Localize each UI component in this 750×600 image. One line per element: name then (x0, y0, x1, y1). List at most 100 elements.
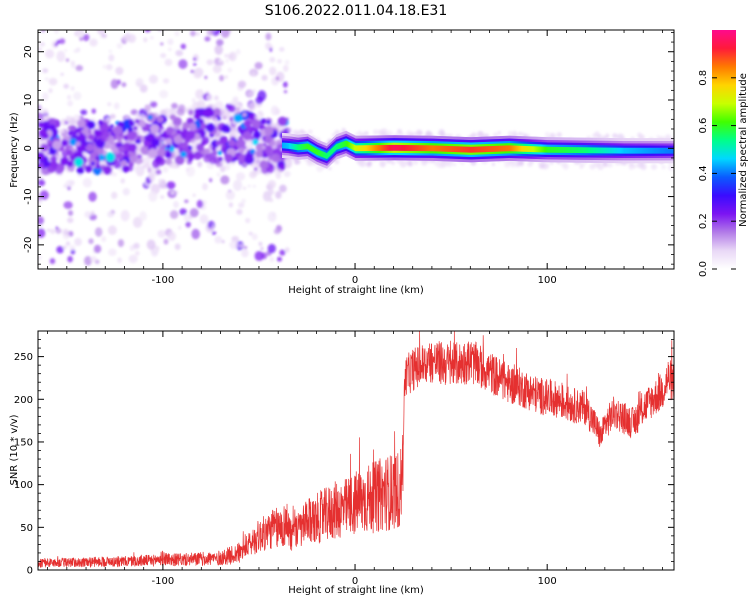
spectrogram-blob (249, 114, 255, 120)
spectrogram-ridge-cell (561, 147, 563, 153)
spectrogram-blob (46, 228, 51, 232)
spectrogram-blob (245, 217, 251, 224)
snr-ytick-label: 0 (27, 566, 33, 577)
spectrogram-ridge-cell (414, 145, 416, 151)
spectrogram-ridge-cell (487, 146, 489, 152)
spectrogram-ridge-cell (282, 142, 284, 149)
spectrogram-ridge-cell (392, 144, 394, 151)
spectrogram-ridge-cell (355, 145, 357, 152)
spectrogram-ridge-cell (435, 145, 438, 152)
spectrogram-halo (537, 161, 542, 166)
spectrogram-blob (59, 128, 65, 134)
spectrogram-halo (612, 133, 618, 139)
spectrogram-ridge-cell (350, 142, 352, 149)
spectrogram-ridge-cell (332, 146, 335, 153)
spectrogram-blob (154, 155, 163, 164)
spectrogram-ridge-cell (461, 146, 464, 153)
spectrogram-ridge-cell (335, 143, 338, 150)
spectrogram-halo (316, 165, 324, 173)
spectrogram-halo (413, 159, 419, 165)
spectrogram-blob (107, 102, 112, 107)
spectrogram-blob (90, 210, 95, 216)
spectrogram-ridge-cell (663, 147, 665, 154)
spectrogram-ridge-cell (509, 145, 512, 152)
spectrogram-ridge-cell (506, 145, 509, 152)
spectrogram-ridge-cell (533, 146, 536, 153)
snr-ytick-label: 50 (20, 523, 33, 534)
spectrogram-blob (171, 102, 178, 110)
spectrogram-ridge-cell (562, 147, 564, 153)
spectrogram-blob (279, 164, 286, 171)
spectrogram-halo (477, 130, 484, 138)
spectrogram-ridge-cell (466, 146, 468, 153)
spectrogram-blob (282, 81, 288, 88)
spectrogram-blob (168, 164, 172, 168)
spectrogram-blob (190, 30, 196, 37)
spectrogram-blob (106, 117, 112, 122)
spectrogram-blob (189, 208, 199, 218)
spectrogram-blob (40, 143, 49, 152)
spectrogram-blob (98, 154, 105, 162)
spectrogram-blob (95, 163, 101, 169)
spectrogram-blob (251, 233, 258, 241)
spectrogram-blob (212, 16, 219, 24)
spectrogram-blob (264, 197, 269, 201)
spectrogram-ridge-cell (361, 145, 364, 152)
spectrogram-ridge-cell (423, 145, 425, 152)
spectrogram-blob (264, 42, 272, 50)
spectrogram-blob (55, 226, 59, 230)
spectrogram-blob (166, 181, 176, 190)
spectrogram-blob (170, 108, 177, 116)
spectrogram-ridge-cell (417, 145, 419, 152)
spectrogram-blob (108, 49, 113, 53)
spectrogram-ridge-cell (431, 145, 434, 152)
colorbar-tick-label: 0.8 (698, 70, 709, 86)
spectrogram-ridge-cell (633, 147, 636, 154)
spectrogram-ridge-cell (648, 147, 650, 154)
spectrogram-blob (74, 237, 82, 247)
spectrogram-blob (278, 47, 285, 52)
spectrogram-ridge-cell (402, 145, 404, 151)
spectrogram-blob (49, 258, 56, 265)
spectrogram-blob (66, 160, 74, 168)
spectrogram-blob (254, 62, 263, 70)
spectrogram-ridge-cell (578, 147, 581, 154)
spectrogram-ridge-cell (480, 146, 483, 153)
spectrogram-ridge-cell (499, 145, 501, 152)
colorbar-label: Normalized spectral amplitude (738, 73, 749, 227)
spectrogram-ridge-cell (574, 147, 576, 153)
spectrogram-ridge-cell (587, 147, 589, 154)
spectrogram-blob (88, 238, 94, 245)
spectrogram-ridge-cell (322, 151, 324, 158)
spectrogram-ridge-cell (324, 152, 326, 159)
spectrogram-ytick-label: 20 (23, 45, 34, 58)
spectrogram-blob (261, 74, 268, 81)
spectrogram-blob (167, 47, 172, 51)
spectrogram-ridge-cell (405, 145, 408, 151)
spectrogram-ridge-cell (420, 145, 422, 152)
spectrogram-ridge-cell (671, 147, 673, 154)
spectrogram-ridge-cell (282, 142, 285, 149)
spectrogram-ridge-cell (501, 145, 503, 152)
spectrogram-halo (667, 164, 674, 171)
spectrogram-ridge-cell (296, 144, 298, 151)
spectrogram-halo (556, 132, 562, 138)
spectrogram-blob (92, 165, 102, 176)
spectrogram-blob (42, 159, 51, 168)
spectrogram-ridge-cell (653, 147, 656, 154)
spectrogram-blob (204, 148, 211, 154)
spectrogram-blob (162, 166, 169, 173)
spectrogram-blob (242, 131, 252, 141)
spectrogram-blob (144, 104, 151, 112)
snr-panel: -100 0 100 0 50 100 150 200 250 Height of straig… (9, 330, 675, 596)
snr-xlabel: Height of straight line (km) (288, 585, 424, 596)
spectrogram-ridge-cell (520, 145, 522, 152)
spectrogram-halo (391, 161, 395, 165)
spectrogram-halo (640, 164, 647, 171)
spectrogram-blob (65, 241, 71, 246)
spectrogram-ridge-cell (581, 147, 584, 154)
spectrogram-ridge-cell (343, 141, 345, 148)
spectrogram-blob (243, 119, 252, 128)
spectrogram-ridge-cell (457, 146, 460, 153)
spectrogram-ridge-cell (458, 146, 461, 153)
